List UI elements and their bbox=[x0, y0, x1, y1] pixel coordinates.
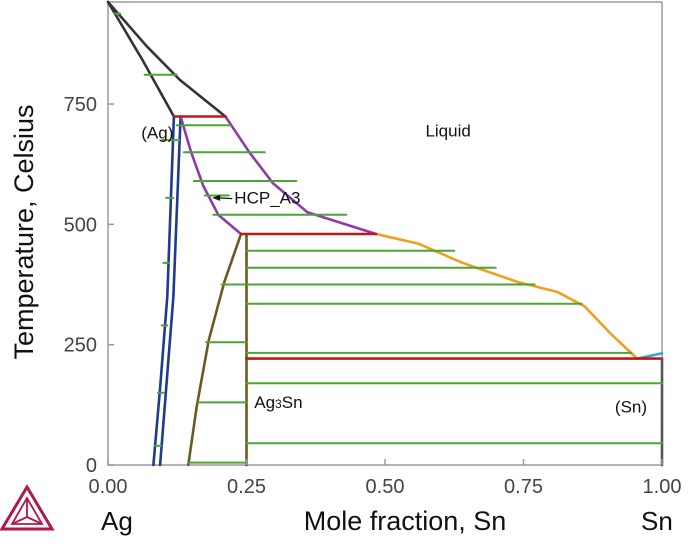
series-line-2 bbox=[152, 115, 176, 467]
series-line-4 bbox=[179, 115, 243, 236]
region-label: (Sn) bbox=[615, 398, 647, 417]
x-tick-label: 1.00 bbox=[643, 476, 682, 498]
x-tick-label: 0.50 bbox=[366, 476, 405, 498]
series-layer bbox=[106, 0, 664, 467]
region-labels-layer: (Ag) Liquid Ag3Sn (Sn) HCP_A3 bbox=[141, 121, 647, 416]
region-label: Liquid bbox=[425, 121, 470, 140]
annotation-arrow-head bbox=[212, 194, 221, 201]
plot-frame bbox=[107, 1, 663, 466]
x-axis-title: Mole fraction, Sn bbox=[304, 506, 507, 536]
y-tick-label: 500 bbox=[64, 214, 97, 236]
x-tick-label: 0.25 bbox=[227, 476, 266, 498]
region-label: Ag3Sn bbox=[254, 393, 302, 412]
ticks-layer: 0.00 0.25 0.50 0.75 1.00 0 250 500 750 bbox=[64, 94, 682, 498]
annotation-arrow-line bbox=[218, 197, 233, 200]
series-line-3 bbox=[158, 115, 182, 467]
y-tick-label: 750 bbox=[64, 94, 97, 116]
x-tick-label: 0.00 bbox=[89, 476, 128, 498]
x-end-label-left: Ag bbox=[101, 506, 133, 536]
series-line-8 bbox=[374, 232, 639, 360]
thermo-calc-logo bbox=[0, 484, 55, 531]
series-line-5 bbox=[224, 115, 378, 236]
x-end-label-right: Sn bbox=[641, 506, 673, 536]
annotation-label: HCP_A3 bbox=[234, 189, 300, 208]
series-line-6 bbox=[187, 232, 243, 467]
y-tick-label: 0 bbox=[86, 455, 97, 477]
y-tick-label: 250 bbox=[64, 335, 97, 357]
region-label: (Ag) bbox=[141, 124, 173, 143]
series-line-1 bbox=[106, 0, 227, 118]
series-line-0 bbox=[106, 0, 176, 118]
y-axis-title: Temperature, Celsius bbox=[9, 104, 39, 359]
x-tick-label: 0.75 bbox=[504, 476, 543, 498]
